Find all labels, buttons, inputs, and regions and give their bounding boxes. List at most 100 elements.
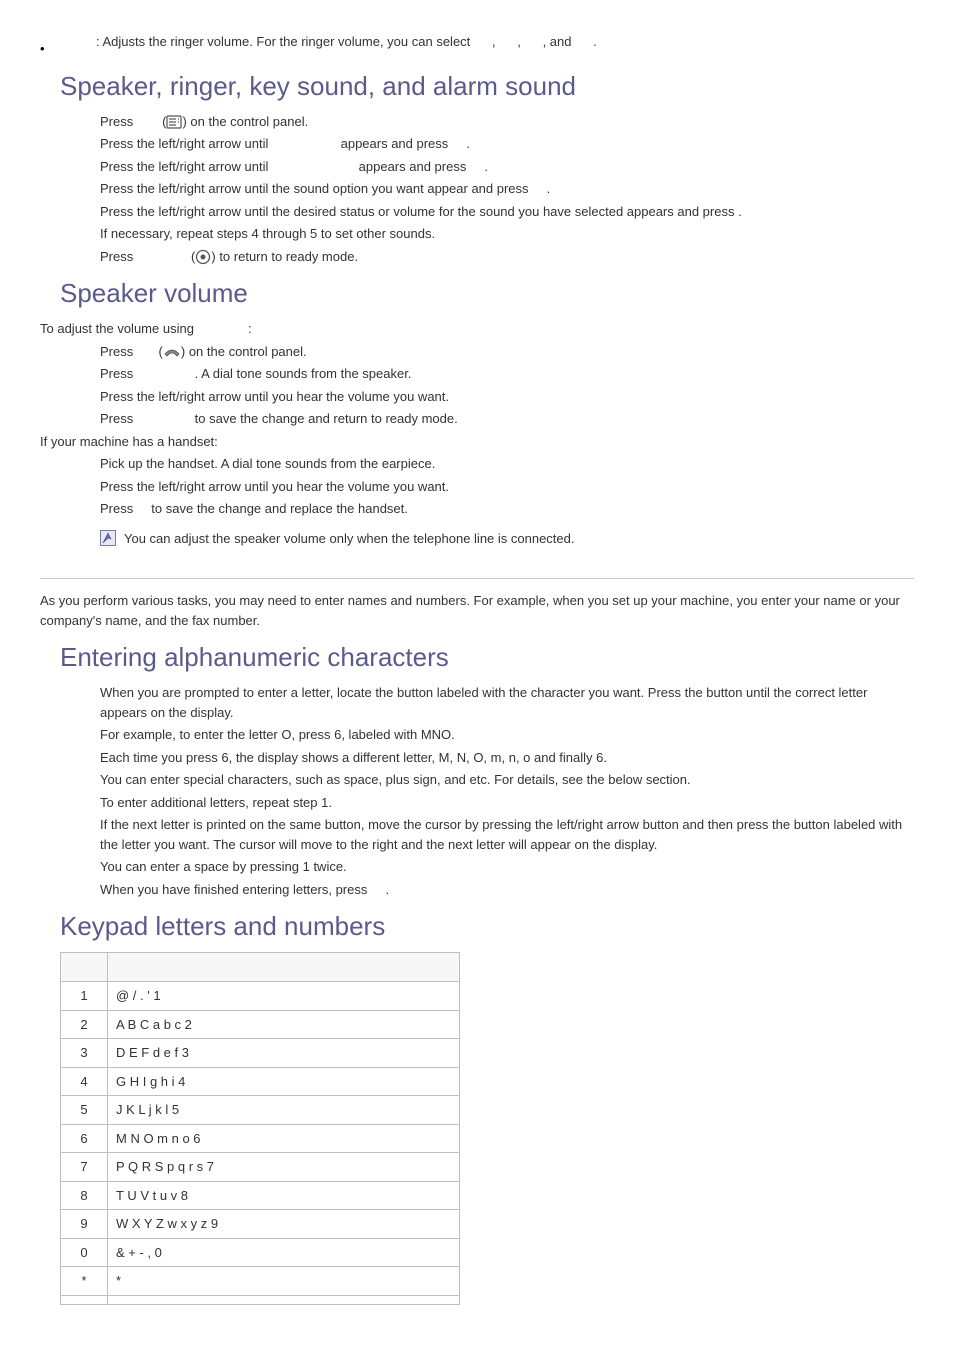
text: Press [100, 249, 133, 264]
table-cell-key: 6 [61, 1124, 108, 1153]
table-cell-value: M N O m n o 6 [108, 1124, 460, 1153]
intro-alpha: As you perform various tasks, you may ne… [40, 591, 914, 630]
table-cell-value: @ / . ' 1 [108, 982, 460, 1011]
table-cell-value: P Q R S p q r s 7 [108, 1153, 460, 1182]
text: Press the left/right arrow until the des… [100, 204, 734, 219]
table-cell-key: 2 [61, 1010, 108, 1039]
heading-speaker-volume: Speaker volume [60, 274, 914, 313]
table-header [61, 953, 108, 982]
table-header [108, 953, 460, 982]
table-row: 8T U V t u v 8 [61, 1181, 460, 1210]
text: appears and press [359, 159, 467, 174]
text: If necessary, repeat steps 4 through 5 t… [100, 226, 435, 241]
text: To adjust the volume using [40, 321, 194, 336]
text: to save the change and replace the hands… [151, 501, 408, 516]
table-cell-key: 0 [61, 1238, 108, 1267]
keypad-table: 1@ / . ' 12A B C a b c 23D E F d e f 34G… [60, 952, 460, 1305]
bullet-icon [40, 39, 46, 59]
text: Press [100, 501, 133, 516]
table-row: 5J K L j k l 5 [61, 1096, 460, 1125]
step: When you are prompted to enter a letter,… [100, 683, 914, 722]
step: Press to save the change and return to r… [100, 409, 914, 429]
step: Press to save the change and replace the… [100, 499, 914, 519]
step: Press the left/right arrow until you hea… [100, 387, 914, 407]
table-cell-key: 4 [61, 1067, 108, 1096]
table-row: 4G H I g h i 4 [61, 1067, 460, 1096]
ringer-volume-bullet: : Adjusts the ringer volume. For the rin… [40, 32, 914, 59]
text: Press the left/right arrow until [100, 159, 268, 174]
table-row: 6M N O m n o 6 [61, 1124, 460, 1153]
table-row [61, 1295, 460, 1304]
step-sub: You can enter a space by pressing 1 twic… [100, 857, 914, 877]
heading-alpha: Entering alphanumeric characters [60, 638, 914, 677]
text: , and [543, 34, 572, 49]
table-row: 7P Q R S p q r s 7 [61, 1153, 460, 1182]
text: Press the left/right arrow until you hea… [100, 479, 449, 494]
step: Press the left/right arrow until appears… [100, 134, 914, 154]
bullet-text: : Adjusts the ringer volume. For the rin… [96, 32, 597, 52]
text: . A dial tone sounds from the speaker. [195, 366, 412, 381]
text: When you have finished entering letters,… [100, 882, 367, 897]
step: Press () to return to ready mode. [100, 247, 914, 267]
step-sub: For example, to enter the letter O, pres… [100, 725, 914, 745]
table-cell-value: G H I g h i 4 [108, 1067, 460, 1096]
text: Press the left/right arrow until [100, 136, 268, 151]
table-cell-value: A B C a b c 2 [108, 1010, 460, 1039]
note-icon [100, 530, 116, 546]
text: ) on the control panel. [181, 344, 307, 359]
note-text: You can adjust the speaker volume only w… [124, 529, 575, 549]
text: : [248, 321, 252, 336]
table-row: ** [61, 1267, 460, 1296]
table-cell-value: W X Y Z w x y z 9 [108, 1210, 460, 1239]
step-sub: If the next letter is printed on the sam… [100, 815, 914, 854]
table-header-row [61, 953, 460, 982]
table-row: 0& + - , 0 [61, 1238, 460, 1267]
step: Press () on the control panel. [100, 112, 914, 132]
heading-speaker-ringer: Speaker, ringer, key sound, and alarm so… [60, 67, 914, 106]
step: Press the left/right arrow until appears… [100, 157, 914, 177]
text: Press the left/right arrow until the sou… [100, 181, 529, 196]
table-cell-key: 9 [61, 1210, 108, 1239]
text: : Adjusts the ringer volume. For the rin… [96, 34, 470, 49]
text: . [547, 181, 551, 196]
table-cell-key: * [61, 1267, 108, 1296]
step: If necessary, repeat steps 4 through 5 t… [100, 224, 914, 244]
table-row: 2A B C a b c 2 [61, 1010, 460, 1039]
text: Press the left/right arrow until you hea… [100, 389, 449, 404]
table-cell [108, 1295, 460, 1304]
table-cell-key: 5 [61, 1096, 108, 1125]
menu-icon [166, 115, 182, 129]
table-cell-key: 1 [61, 982, 108, 1011]
text: Press [100, 114, 133, 129]
step: Press the left/right arrow until the sou… [100, 179, 914, 199]
step-sub: Each time you press 6, the display shows… [100, 748, 914, 768]
step: When you have finished entering letters,… [100, 880, 914, 900]
text: , [492, 34, 496, 49]
text: . [484, 159, 488, 174]
text: Press [100, 344, 133, 359]
note: You can adjust the speaker volume only w… [100, 529, 914, 549]
table-cell-value: T U V t u v 8 [108, 1181, 460, 1210]
text: to save the change and return to ready m… [195, 411, 458, 426]
table-cell-key: 3 [61, 1039, 108, 1068]
text: . [593, 34, 597, 49]
table-row: 9W X Y Z w x y z 9 [61, 1210, 460, 1239]
text: . [466, 136, 470, 151]
table-cell-value: D E F d e f 3 [108, 1039, 460, 1068]
table-cell-value: J K L j k l 5 [108, 1096, 460, 1125]
step: Press () on the control panel. [100, 342, 914, 362]
table-row: 3D E F d e f 3 [61, 1039, 460, 1068]
on-hook-dial-icon [163, 345, 181, 359]
text: , [517, 34, 521, 49]
step: Press . A dial tone sounds from the spea… [100, 364, 914, 384]
table-cell [61, 1295, 108, 1304]
table-cell-value: & + - , 0 [108, 1238, 460, 1267]
intro-text: To adjust the volume using : [40, 319, 914, 339]
step: Press the left/right arrow until the des… [100, 202, 914, 222]
text: appears and press [341, 136, 449, 151]
table-cell-key: 8 [61, 1181, 108, 1210]
table-row: 1@ / . ' 1 [61, 982, 460, 1011]
text: . [385, 882, 389, 897]
step: To enter additional letters, repeat step… [100, 793, 914, 813]
text: Press [100, 411, 133, 426]
